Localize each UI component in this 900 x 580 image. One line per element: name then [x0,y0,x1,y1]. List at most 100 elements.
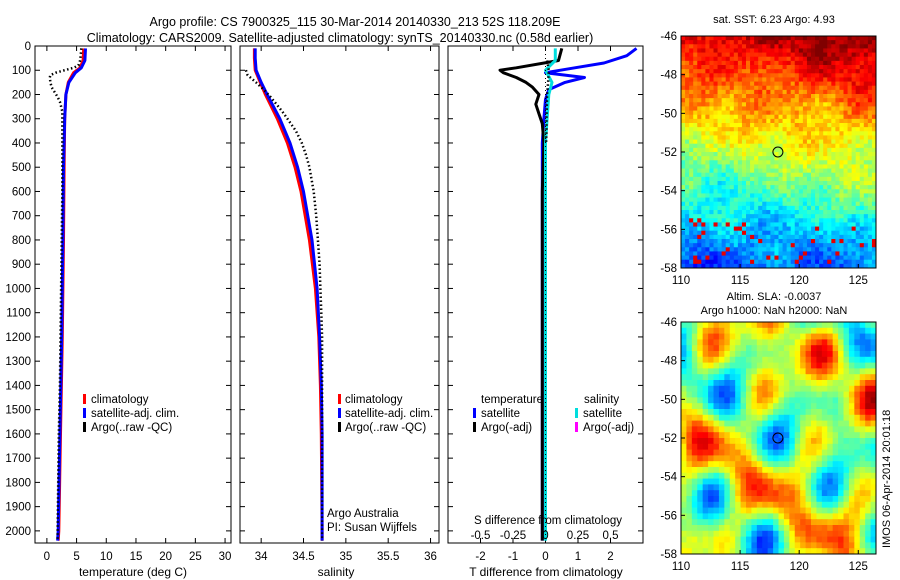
map-cell [839,106,844,112]
map-cell [737,48,743,54]
map-cell [821,443,828,451]
map-cell [681,205,686,211]
map-cell [693,214,698,219]
map-cell [750,193,755,199]
map-cell [685,160,690,165]
map-cell [717,205,723,211]
map-cell [843,201,849,207]
map-cell [789,339,796,346]
map-cell [733,114,739,120]
map-cell [855,81,861,87]
map-cell [821,490,828,497]
map-cell [865,362,872,369]
map-cell [733,218,739,223]
map-cell [725,168,731,174]
map-cell [685,172,690,178]
map-cell [843,110,849,116]
map-cell [811,548,817,555]
map-cell [681,443,687,451]
map-x-tick-label: 125 [849,275,868,287]
map-cell [832,368,839,375]
map-cell [681,345,687,352]
t-difference-x-label: T difference from climatology [469,565,623,579]
map-cell [774,255,779,261]
map-cell [811,73,816,78]
map-cell [751,530,758,538]
map-cell [838,542,844,549]
map-cell [821,548,828,555]
map-cell [871,214,877,219]
map-cell [859,139,865,145]
map-cell [713,484,720,491]
map-cell [831,56,836,62]
map-cell [851,255,857,261]
map-cell [805,397,812,404]
map-cell [770,65,775,70]
map-cell [847,259,853,265]
map-cell [859,218,865,223]
map-cell [766,247,771,252]
map-cell [750,189,755,194]
map-cell [800,478,807,485]
map-cell [766,127,771,132]
map-cell [705,98,710,103]
map-cell [865,432,872,439]
map-cell [871,85,877,91]
map-cell [733,69,739,74]
map-cell [754,81,759,87]
map-cell [827,106,832,112]
map-cell [697,525,704,532]
map-cell [733,251,739,257]
map-cell [725,81,731,87]
map-cell [867,255,873,261]
x-tick-label: 20 [159,551,172,563]
map-cell [870,530,877,538]
map-cell [721,247,727,252]
map-cell [697,36,702,41]
map-cell [705,168,710,174]
map-cell [838,525,844,532]
map-cell [794,414,801,422]
map-cell [713,409,720,416]
map-cell [767,385,774,393]
map-cell [717,239,723,244]
map-cell [851,205,857,211]
map-cell [705,185,710,190]
map-cell [767,351,774,358]
map-cell [770,263,775,269]
map-cell [794,48,800,54]
map-cell [870,507,877,514]
map-cell [811,222,816,228]
map-cell [762,152,767,157]
map-cell [709,131,714,136]
map-cell [831,69,836,74]
map-cell [697,60,702,66]
map-cell [740,397,747,404]
map-cell [827,168,832,174]
map-cell [843,530,850,538]
map-cell [767,339,774,346]
map-cell [806,123,812,128]
map-cell [798,77,804,83]
map-cell [729,414,736,422]
map-cell [718,356,725,364]
map-cell [766,181,771,186]
map-cell [762,210,767,215]
map-cell [766,147,771,153]
map-cell [754,185,759,190]
map-cell [819,251,824,257]
map-cell [702,391,709,398]
map-cell [851,102,857,107]
map-cell [725,152,731,157]
map-cell [802,197,808,203]
map-cell [746,327,752,335]
map-cell [855,114,861,120]
map-cell [863,131,869,136]
map-cell [798,56,804,62]
map-cell [725,36,731,41]
map-cell [746,210,751,215]
map-cell [756,496,763,503]
map-cell [681,333,687,340]
map-cell [754,172,759,178]
map-cell [691,467,698,474]
